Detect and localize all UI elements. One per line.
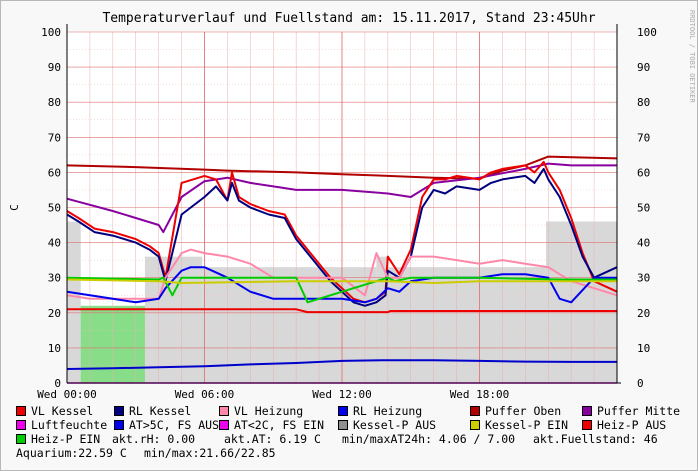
y-tick-label-left: 100	[41, 26, 61, 39]
y-tick-label-left: 30	[48, 272, 61, 285]
info-rh: akt.rH: 0.00	[112, 432, 196, 446]
y-tick-label-left: 40	[48, 237, 61, 250]
legend-label: Kessel-P AUS	[353, 418, 437, 432]
legend-swatch	[219, 406, 229, 416]
legend-label: Heiz-P EIN	[31, 432, 101, 446]
y-tick-label-right: 80	[637, 96, 650, 109]
series-vl-kessel	[66, 160, 618, 304]
series-puffer-mitte	[66, 162, 617, 234]
y-tick-label-left: 0	[54, 377, 61, 390]
legend-label: Puffer Mitte	[597, 404, 681, 418]
legend-item: VL Kessel	[16, 404, 93, 418]
fill-kessel-p-aus-2-1	[545, 221, 617, 383]
legend-label: Kessel-P EIN	[485, 418, 569, 432]
legend-item: Heiz-P EIN	[16, 432, 100, 446]
legend-item: RL Kessel	[114, 404, 191, 418]
legend-item: Heiz-P AUS	[582, 418, 666, 432]
legend-label: VL Heizung	[234, 404, 304, 418]
legend-item: AT>5C, FS AUS	[114, 418, 219, 432]
legend-swatch	[16, 420, 26, 430]
y-tick-label-right: 100	[637, 26, 657, 39]
info-at: akt.AT: 6.19 C	[224, 432, 321, 446]
y-tick-label-right: 20	[637, 307, 650, 320]
legend-label: Puffer Oben	[485, 404, 562, 418]
y-tick-label-right: 50	[637, 202, 650, 215]
chart: 0 0 10 10 20 20 30 30 40 40 50 50 60 60 70 70 80 80 90 90 10…	[8, 10, 696, 401]
legend-swatch	[470, 420, 480, 430]
legend-label: RL Heizung	[353, 404, 423, 418]
y-tick-label-left: 90	[48, 61, 61, 74]
y-tick-label-right: 0	[637, 377, 644, 390]
legend-label: AT<2C, FS EIN	[234, 418, 325, 432]
y-tick-label-right: 60	[637, 166, 650, 179]
legend-item: RL Heizung	[338, 404, 422, 418]
series-rl-heizung	[66, 266, 617, 304]
x-tick-label: Wed 12:00	[312, 388, 372, 401]
legend-label: RL Kessel	[129, 404, 192, 418]
legend-swatch	[582, 420, 592, 430]
legend-swatch	[338, 406, 348, 416]
y-tick-label-left: 20	[48, 307, 61, 320]
x-tick-label: Wed 06:00	[175, 388, 235, 401]
legend-swatch	[114, 406, 124, 416]
y-tick-label-right: 30	[637, 272, 650, 285]
series-heiz-p-ein	[66, 276, 617, 304]
y-tick-label-right: 40	[637, 237, 650, 250]
y-tick-label-left: 50	[48, 202, 61, 215]
legend-label: AT>5C, FS AUS	[129, 418, 220, 432]
legend-label: Luftfeuchte	[31, 418, 108, 432]
legend-swatch	[16, 406, 26, 416]
y-tick-label-left: 80	[48, 96, 61, 109]
legend-label: VL Kessel	[31, 404, 94, 418]
watermark: RRDTOOL / TOBI OETIKER	[688, 10, 696, 104]
y-tick-label-left: 70	[48, 131, 61, 144]
y-tick-label-right: 90	[637, 61, 650, 74]
y-axis-label: C	[8, 204, 21, 211]
chart-title: Temperaturverlauf und Fuellstand am: 15.…	[102, 11, 595, 26]
info-aquarium-minmax: min/max:21.66/22.85	[144, 446, 276, 460]
y-tick-label-right: 10	[637, 342, 650, 355]
info-minmax: min/maxAT24h: 4.06 / 7.00	[342, 432, 516, 446]
info-aquarium: Aquarium:22.59 C	[16, 446, 127, 460]
fill-kessel-p-aus-2-0	[67, 221, 81, 383]
fill-kessel-p-aus-3-1	[376, 256, 388, 383]
legend-item: Luftfeuchte	[16, 418, 107, 432]
legend-swatch	[470, 406, 480, 416]
legend-item: Kessel-P AUS	[338, 418, 436, 432]
legend-label: Heiz-P AUS	[597, 418, 667, 432]
x-tick-label: Wed 00:00	[37, 388, 97, 401]
series-heiz-p-aus	[67, 308, 617, 314]
legend-item: AT<2C, FS EIN	[219, 418, 324, 432]
y-tick-label-right: 70	[637, 131, 650, 144]
legend-swatch	[582, 406, 592, 416]
y-tick-label-left: 60	[48, 166, 61, 179]
fill-kessel-p-aus-4-1	[387, 267, 546, 383]
series-rl-kessel	[66, 167, 618, 307]
legend-swatch	[114, 420, 124, 430]
series-fuellstand	[66, 359, 617, 370]
legend-swatch	[338, 420, 348, 430]
y-tick-label-left: 10	[48, 342, 61, 355]
x-tick-label: Wed 18:00	[450, 388, 510, 401]
legend-item: Puffer Oben	[470, 404, 561, 418]
legend-item: Kessel-P EIN	[470, 418, 568, 432]
legend-item: VL Heizung	[219, 404, 303, 418]
info-fuellstand: akt.Fuellstand: 46	[533, 432, 658, 446]
fill-kessel-p-aus-3-0	[144, 256, 203, 383]
legend: VL Kessel RL Kessel VL Heizung RL Heizung Pu…	[0, 402, 698, 471]
series-kessel-p-ein	[66, 278, 617, 284]
legend-swatch	[16, 434, 26, 444]
legend-item: Puffer Mitte	[582, 404, 680, 418]
legend-swatch	[219, 420, 229, 430]
